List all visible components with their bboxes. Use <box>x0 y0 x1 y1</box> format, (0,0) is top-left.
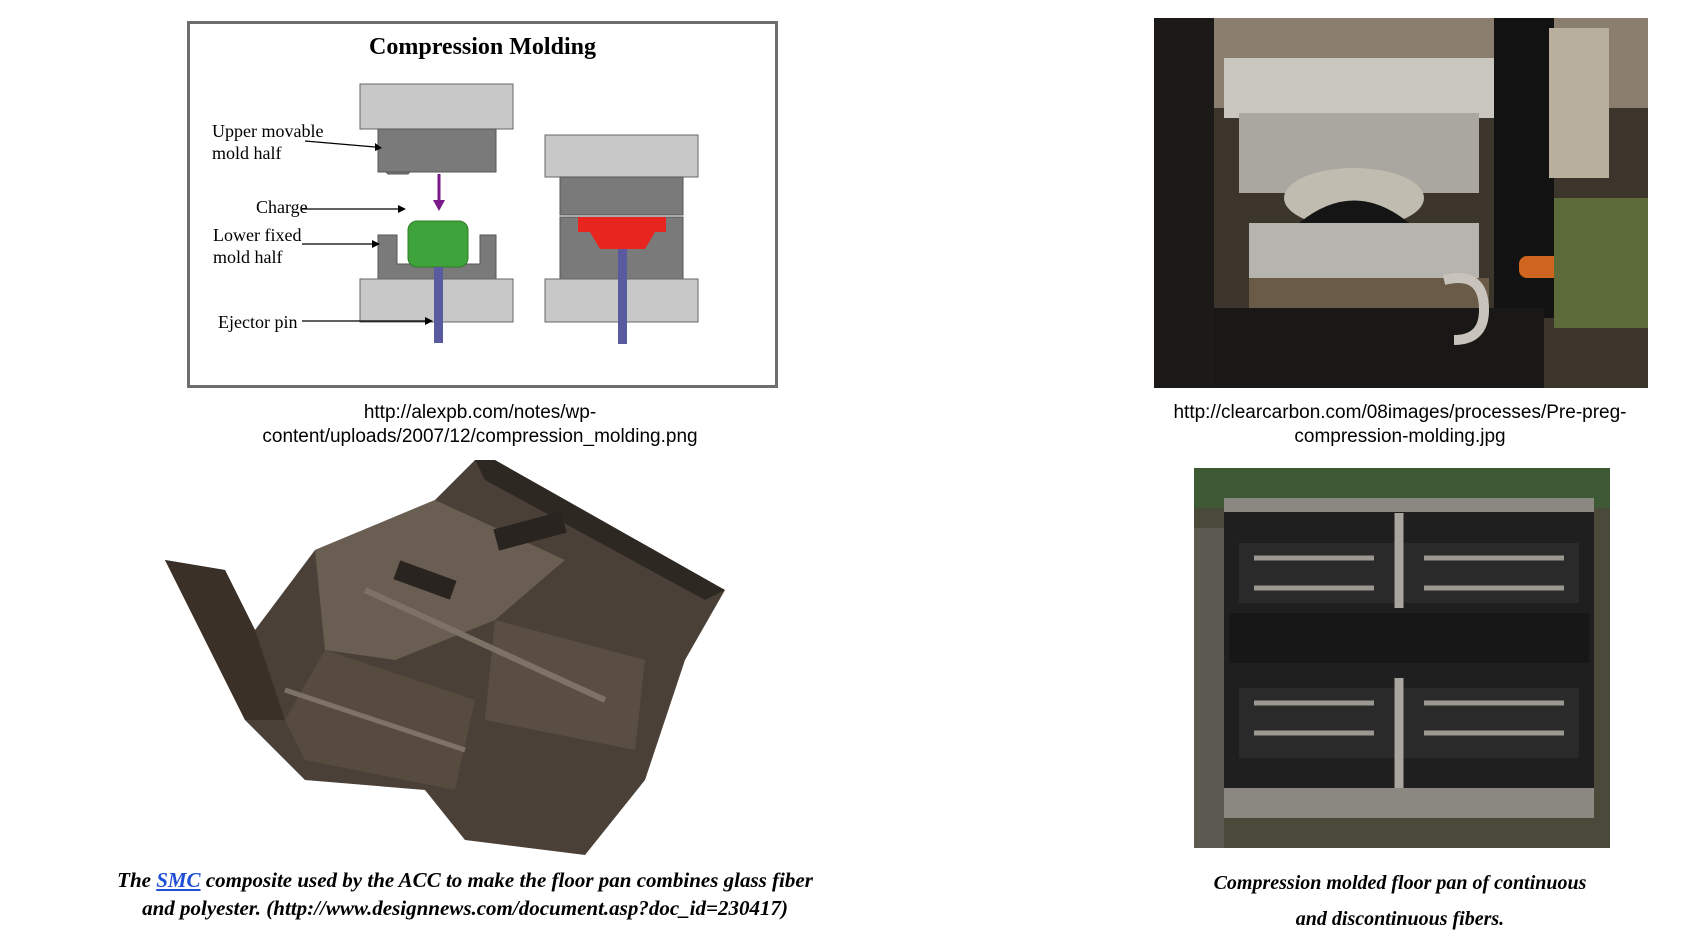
photo-prepreg-press <box>1154 18 1648 388</box>
caption-top-right-line2: compression-molding.jpg <box>1294 426 1506 447</box>
caption-bottom-left-line2: and polyester. (http://www.designnews.co… <box>142 896 788 920</box>
diagram-title: Compression Molding <box>369 34 596 60</box>
label-lower-mold: Lower fixed mold half <box>213 225 302 267</box>
caption-top-left: http://alexpb.com/notes/wp- content/uplo… <box>200 401 760 449</box>
mold-illustration <box>302 83 699 344</box>
smc-link[interactable]: SMC <box>156 868 201 892</box>
compression-molding-diagram: Compression Molding Upp <box>187 21 778 388</box>
floor-pan-fibers-image <box>1194 468 1610 848</box>
caption-bottom-right: Compression molded floor pan of continuo… <box>1140 865 1660 937</box>
prepreg-press-image <box>1154 18 1648 388</box>
caption-top-right-line1: http://clearcarbon.com/08images/processe… <box>1173 402 1627 423</box>
caption-bottom-right-line2: and discontinuous fibers. <box>1295 908 1505 930</box>
caption-bottom-right-line1: Compression molded floor pan of continuo… <box>1213 872 1587 894</box>
caption-bottom-left: The SMC composite used by the ACC to mak… <box>40 866 890 922</box>
photo-smc-floor-pan <box>165 460 730 855</box>
label-charge: Charge <box>256 197 308 217</box>
photo-floor-pan-fibers <box>1194 468 1610 848</box>
caption-top-right: http://clearcarbon.com/08images/processe… <box>1120 401 1680 449</box>
caption-top-left-line2: content/uploads/2007/12/compression_mold… <box>262 426 698 447</box>
caption-suffix: composite used by the ACC to make the fl… <box>200 868 813 892</box>
label-ejector-pin: Ejector pin <box>218 312 298 332</box>
label-upper-mold: Upper movable mold half <box>212 121 324 163</box>
smc-floor-pan-image <box>165 460 725 855</box>
caption-top-left-line1: http://alexpb.com/notes/wp- <box>363 402 597 423</box>
caption-prefix: The <box>117 868 157 892</box>
caption-bottom-left-line1: The SMC composite used by the ACC to mak… <box>40 866 890 894</box>
